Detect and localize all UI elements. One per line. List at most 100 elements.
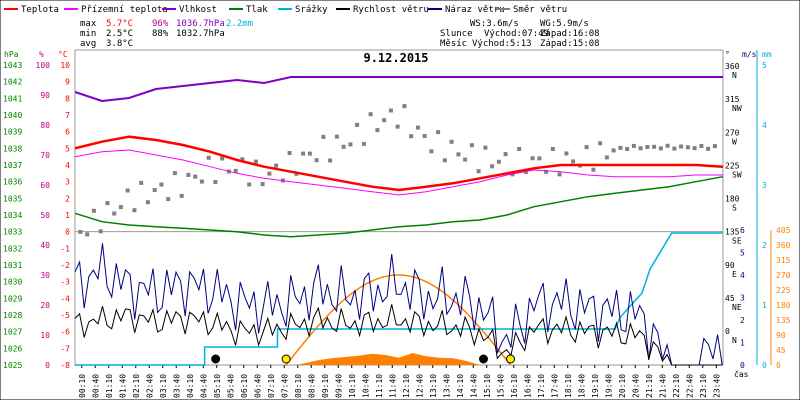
pressure-tick-label: 1026 xyxy=(3,344,22,353)
chart-marks xyxy=(74,76,724,366)
pressure-tick-label: 1034 xyxy=(3,211,22,220)
unit-degc: °C xyxy=(58,50,68,59)
info-sun-rise: Východ:07:49 xyxy=(484,29,549,39)
legend: Teplota Přízemní teplota Vlhkost Tlak Sr… xyxy=(4,5,567,15)
x-tick-label: 10:10 xyxy=(348,374,357,398)
wind-dir-dot xyxy=(132,208,137,213)
stats-block: max 5.7°C 96% 1036.7hPa 2.2mm min 2.5°C … xyxy=(80,19,253,49)
ground-temp-line xyxy=(74,149,723,196)
wind-dir-dot xyxy=(139,180,144,185)
wind-dir-dot xyxy=(658,146,663,151)
wind-speed-tick-label: 1 xyxy=(740,339,745,348)
wind-dir-name-label: S xyxy=(732,204,737,213)
wind-dir-dot xyxy=(429,149,434,154)
wind-dir-dot xyxy=(98,229,103,234)
sun-moon-marker xyxy=(479,354,489,364)
temperature-tick-label: 10 xyxy=(60,61,70,70)
wind-dir-dot xyxy=(91,208,96,213)
temperature-tick-label: 6 xyxy=(65,128,70,137)
info-moon-set: Západ:15:08 xyxy=(540,39,600,49)
x-tick-label: 07:10 xyxy=(267,374,276,398)
wind-dir-dot xyxy=(611,148,616,153)
pressure-tick-label: 1028 xyxy=(3,311,22,320)
wind-dir-dot xyxy=(334,134,339,139)
wind-dir-tick-label: 360 xyxy=(725,62,740,71)
axes: 1025102610271028102910301031103210331034… xyxy=(3,50,791,398)
wind-dir-dot xyxy=(78,229,83,234)
wind-dir-dot xyxy=(550,147,555,151)
x-tick-label: 08:10 xyxy=(294,374,303,398)
wind-dir-tick-label: 0 xyxy=(725,327,730,336)
wind-dir-dot xyxy=(368,112,373,117)
pressure-tick-label: 1038 xyxy=(3,144,22,153)
x-tick-label: 02:10 xyxy=(132,374,141,398)
wind-dir-tick-label: 315 xyxy=(725,95,740,104)
wind-dir-dot xyxy=(537,156,542,161)
legend-item-vlhkost: Vlhkost xyxy=(162,5,217,15)
unit-cas: čas xyxy=(734,369,749,379)
rain-tick-label: 5 xyxy=(762,61,767,70)
stat-avg-label: avg xyxy=(80,39,96,49)
wind-dir-dot xyxy=(415,125,420,130)
x-tick-label: 04:40 xyxy=(199,374,208,398)
wind-dir-dot xyxy=(179,193,184,198)
temperature-tick-label: 9 xyxy=(65,78,70,87)
legend-label: Vlhkost xyxy=(179,5,217,15)
x-tick-label: 16:40 xyxy=(523,374,532,398)
unit-pct: % xyxy=(39,50,44,59)
humidity-tick-label: 80 xyxy=(40,121,50,130)
wind-dir-tick-label: 135 xyxy=(725,228,740,237)
humidity-tick-label: 10 xyxy=(40,331,50,340)
wind-dir-dot xyxy=(375,128,380,133)
wind-dir-dot xyxy=(503,152,508,157)
gust-line xyxy=(74,243,723,366)
wind-dir-dot xyxy=(631,143,636,148)
wind-dir-dot xyxy=(456,152,461,157)
wind-dir-dot xyxy=(361,141,366,146)
x-tick-label: 14:40 xyxy=(469,374,478,398)
wind-dir-dot xyxy=(145,200,150,205)
wind-dir-name-label: N xyxy=(732,336,737,345)
wind-dir-dot xyxy=(463,157,468,162)
wind-dir-dot xyxy=(496,159,501,164)
solar-tick-label: 360 xyxy=(776,241,791,250)
solar-tick-label: 405 xyxy=(776,226,791,235)
x-tick-label: 17:40 xyxy=(550,374,559,398)
stat-max-label: max xyxy=(80,19,97,29)
wind-dir-dot xyxy=(436,130,441,135)
wind-dir-dot xyxy=(584,145,589,150)
temperature-tick-label: -4 xyxy=(60,294,70,303)
humidity-line xyxy=(74,76,723,103)
wind-dir-dot xyxy=(665,143,670,148)
x-tick-label: 07:40 xyxy=(280,374,289,398)
x-tick-label: 16:10 xyxy=(510,374,519,398)
stat-min-temp: 2.5°C xyxy=(106,29,133,39)
solar-tick-label: 270 xyxy=(776,271,791,280)
pressure-tick-label: 1041 xyxy=(3,94,22,103)
wind-dir-dot xyxy=(388,108,393,113)
wind-dir-dot xyxy=(348,142,353,147)
info-block: WS:3.6m/s WG:5.9m/s Slunce Východ:07:49 … xyxy=(440,19,600,49)
solar-tick-label: 225 xyxy=(776,286,791,295)
unit-ms: m/s xyxy=(742,50,757,59)
x-tick-label: 10:40 xyxy=(361,374,370,398)
x-tick-label: 15:10 xyxy=(483,374,492,398)
wind-dir-dot xyxy=(240,157,245,162)
rain-tick-label: 4 xyxy=(762,121,767,130)
wind-dir-dot xyxy=(341,144,346,149)
wind-dir-dot xyxy=(652,144,657,149)
wind-dir-dot xyxy=(591,167,596,172)
x-tick-label: 20:40 xyxy=(631,374,640,398)
legend-label: Přízemní teplota xyxy=(81,5,168,15)
wind-dir-dot xyxy=(699,144,704,148)
wind-dir-dot xyxy=(247,182,252,187)
pressure-tick-label: 1043 xyxy=(3,61,22,70)
x-tick-label: 00:10 xyxy=(78,374,87,398)
x-tick-label: 13:10 xyxy=(429,374,438,398)
temperature-tick-label: -3 xyxy=(60,278,70,287)
x-tick-label: 19:40 xyxy=(604,374,613,398)
wind-dir-dot xyxy=(483,145,488,150)
humidity-tick-label: 40 xyxy=(40,241,50,250)
temperature-tick-label: 7 xyxy=(65,111,70,120)
solar-tick-label: 180 xyxy=(776,301,791,310)
